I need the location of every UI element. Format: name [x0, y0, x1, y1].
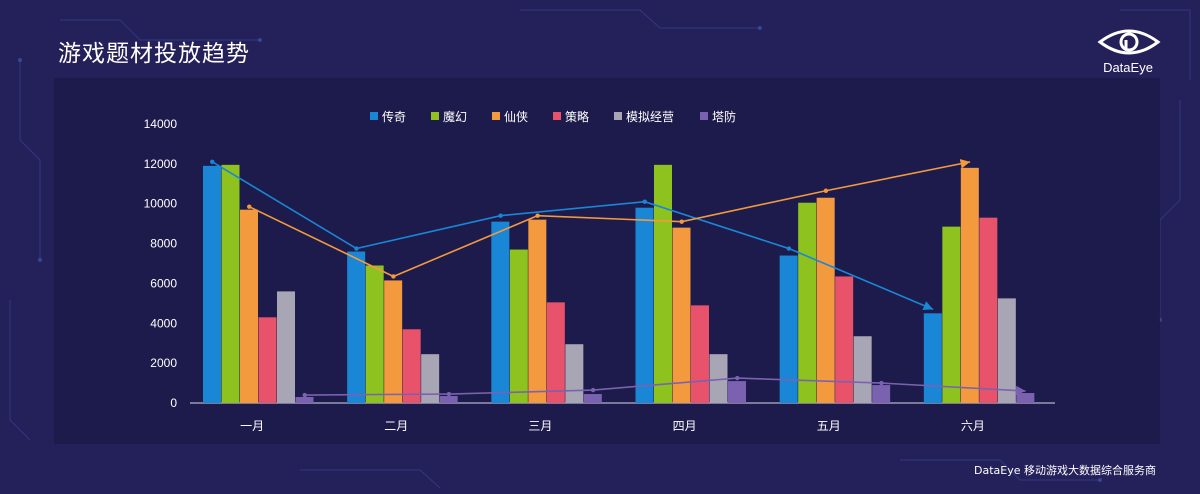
legend-swatch-传奇	[370, 112, 378, 120]
trend-point-传奇	[354, 246, 359, 251]
y-tick-label: 0	[170, 396, 177, 410]
bar-策略	[691, 305, 709, 403]
bar-魔幻	[221, 164, 240, 403]
x-tick-label: 一月	[240, 419, 264, 433]
trend-point-仙侠	[679, 219, 684, 224]
y-tick-label: 6000	[150, 276, 177, 290]
bar-策略	[402, 329, 421, 403]
trend-point-传奇	[786, 246, 792, 251]
page-title: 游戏题材投放趋势	[58, 41, 250, 67]
legend-label-塔防: 塔防	[712, 109, 736, 124]
trend-point-塔防	[302, 392, 307, 398]
trend-point-仙侠	[391, 274, 396, 279]
bar-塔防	[1016, 393, 1035, 403]
trend-point-塔防	[879, 380, 884, 386]
bar-模拟经营	[277, 291, 295, 403]
x-tick-label: 三月	[528, 419, 552, 433]
trend-point-塔防	[735, 375, 740, 381]
bar-策略	[979, 217, 998, 403]
legend-swatch-仙侠	[492, 112, 500, 120]
bar-塔防	[295, 397, 314, 403]
legend-label-传奇: 传奇	[382, 109, 406, 124]
legend-swatch-塔防	[700, 112, 708, 120]
y-tick-label: 4000	[150, 316, 177, 330]
y-tick-label: 14000	[144, 117, 178, 131]
legend-label-魔幻: 魔幻	[443, 109, 467, 124]
trend-point-仙侠	[535, 213, 540, 218]
y-tick-label: 12000	[144, 157, 178, 171]
legend-swatch-策略	[553, 112, 561, 120]
x-tick-label: 四月	[673, 419, 697, 433]
bar-传奇	[779, 255, 798, 403]
legend-label-策略: 策略	[565, 109, 589, 124]
trend-line-传奇	[211, 161, 934, 311]
y-tick-label: 8000	[150, 237, 177, 251]
trend-point-仙侠	[823, 188, 829, 193]
trend-point-传奇	[642, 199, 647, 204]
bar-魔幻	[509, 249, 528, 403]
bar-传奇	[203, 165, 221, 403]
bar-魔幻	[942, 226, 961, 403]
legend-swatch-模拟经营	[614, 112, 622, 120]
bar-魔幻	[798, 202, 817, 403]
bar-塔防	[728, 381, 746, 403]
bar-仙侠	[528, 219, 547, 403]
bar-传奇	[347, 251, 366, 403]
y-tick-label: 10000	[144, 197, 178, 211]
bar-塔防	[439, 396, 458, 403]
bar-塔防	[872, 385, 891, 403]
bar-模拟经营	[421, 354, 440, 403]
trend-point-传奇	[498, 213, 503, 218]
bar-传奇	[491, 221, 510, 403]
trend-point-传奇	[210, 159, 215, 165]
trend-point-塔防	[446, 391, 452, 397]
bar-魔幻	[654, 164, 672, 403]
legend-label-仙侠: 仙侠	[504, 110, 528, 124]
bar-策略	[835, 276, 854, 403]
bar-策略	[546, 302, 565, 403]
footer-tagline: DataEye 移动游戏大数据综合服务商	[974, 464, 1156, 477]
legend-swatch-魔幻	[431, 112, 439, 120]
x-tick-label: 二月	[384, 419, 408, 433]
bar-传奇	[635, 207, 654, 403]
trend-point-塔防	[590, 387, 596, 393]
bar-仙侠	[816, 197, 835, 403]
bar-模拟经营	[709, 354, 728, 403]
legend-label-模拟经营: 模拟经营	[626, 110, 674, 124]
trend-line-仙侠	[248, 159, 971, 278]
bar-塔防	[583, 394, 602, 403]
x-tick-label: 五月	[817, 419, 841, 433]
bar-传奇	[923, 313, 942, 403]
trend-point-仙侠	[247, 204, 252, 209]
y-tick-label: 2000	[150, 356, 177, 370]
trend-line-塔防	[304, 377, 1026, 396]
bar-仙侠	[384, 280, 403, 403]
dataeye-logo-icon	[1097, 29, 1161, 55]
bar-策略	[258, 317, 277, 403]
bar-仙侠	[672, 227, 691, 403]
bar-模拟经营	[565, 344, 584, 403]
bar-模拟经营	[853, 336, 872, 403]
brand-name: DataEye	[1103, 60, 1153, 75]
bar-魔幻	[365, 265, 384, 403]
bar-仙侠	[960, 167, 979, 403]
x-tick-label: 六月	[961, 419, 985, 433]
bar-模拟经营	[997, 298, 1016, 403]
bar-仙侠	[240, 209, 258, 403]
